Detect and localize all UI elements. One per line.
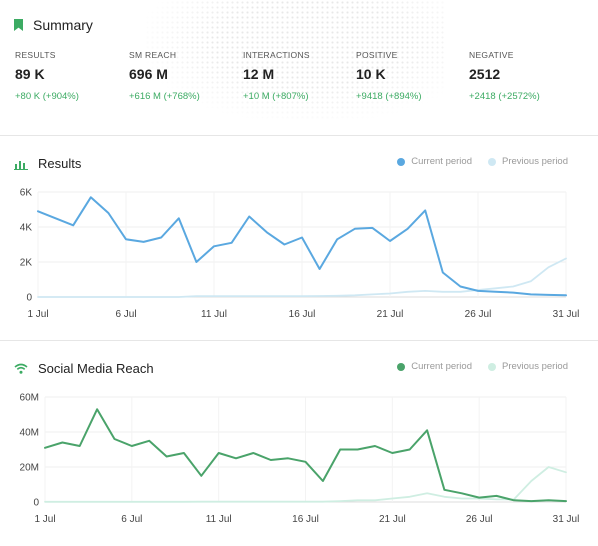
- y-tick-label: 6K: [20, 188, 33, 199]
- y-tick-label: 2K: [20, 258, 33, 269]
- metric-interactions: INTERACTIONS 12 M +10 M (+807%): [243, 50, 310, 102]
- legend-label: Current period: [411, 361, 472, 372]
- y-tick-label: 4K: [20, 223, 33, 234]
- metric-negative: NEGATIVE 2512 +2418 (+2572%): [469, 50, 540, 102]
- x-tick-label: 31 Jul: [553, 514, 580, 525]
- metric-positive: POSITIVE 10 K +9418 (+894%): [356, 50, 422, 102]
- metric-value: 89 K: [15, 66, 45, 82]
- x-tick-label: 6 Jul: [115, 309, 136, 320]
- x-tick-label: 26 Jul: [466, 514, 493, 525]
- legend-label: Current period: [411, 156, 472, 167]
- world-map-decoration: [145, 0, 445, 120]
- results-chart: 6K 4K 2K 0 1 Jul 6 Jul 11 Jul 16 Jul 21 Jul 26 Ju…: [20, 188, 580, 321]
- metric-value: 2512: [469, 66, 501, 82]
- x-tick-label: 21 Jul: [379, 514, 406, 525]
- metric-change: +9418 (+894%): [356, 91, 422, 102]
- x-tick-label: 26 Jul: [465, 309, 492, 320]
- results-card-title: Results: [14, 156, 81, 171]
- legend-dot: [397, 362, 406, 371]
- y-tick-label: 40M: [20, 428, 39, 439]
- legend-current[interactable]: Current period: [397, 156, 472, 167]
- metric-change: +10 M (+807%): [243, 91, 309, 102]
- x-tick-label: 31 Jul: [553, 309, 580, 320]
- series-current-line: [44, 408, 567, 503]
- divider: [0, 135, 598, 136]
- metric-label: POSITIVE: [356, 50, 398, 60]
- metric-change: +2418 (+2572%): [469, 91, 540, 102]
- y-tick-label: 20M: [20, 463, 39, 474]
- legend-dot: [397, 157, 406, 166]
- results-legend: Current period Previous period: [381, 156, 568, 167]
- y-tick-label: 0: [26, 293, 32, 304]
- metric-label: NEGATIVE: [469, 50, 514, 60]
- legend-label: Previous period: [501, 361, 568, 372]
- chart-title: Results: [38, 156, 82, 171]
- y-tick-label: 60M: [20, 393, 39, 404]
- summary-panel: Summary RESULTS 89 K +80 K (+904%) SM RE…: [0, 0, 598, 135]
- legend-label: Previous period: [501, 156, 568, 167]
- series-current-line: [37, 196, 567, 297]
- y-tick-label: 0: [33, 498, 39, 509]
- x-tick-label: 11 Jul: [206, 514, 232, 525]
- reach-card-title: Social Media Reach: [14, 361, 154, 376]
- metric-value: 10 K: [356, 66, 386, 82]
- legend-previous[interactable]: Previous period: [487, 361, 568, 372]
- divider: [0, 340, 598, 341]
- summary-header: Summary: [14, 17, 93, 33]
- legend-previous[interactable]: Previous period: [487, 156, 568, 167]
- chart-title: Social Media Reach: [38, 361, 154, 376]
- summary-title: Summary: [33, 17, 93, 33]
- x-tick-label: 16 Jul: [292, 514, 319, 525]
- legend-dot: [487, 157, 496, 166]
- metric-value: 696 M: [129, 66, 168, 82]
- metric-label: SM REACH: [129, 50, 177, 60]
- metric-label: RESULTS: [15, 50, 56, 60]
- x-tick-label: 1 Jul: [34, 514, 55, 525]
- metric-change: +616 M (+768%): [129, 91, 200, 102]
- bar-chart-icon: [14, 160, 28, 170]
- metric-sm-reach: SM REACH 696 M +616 M (+768%): [129, 50, 200, 102]
- reach-legend: Current period Previous period: [381, 361, 568, 372]
- reach-chart: 60M 40M 20M 0 1 Jul 6 Jul 11 Jul 16 Jul 21 Jul 26…: [20, 393, 580, 526]
- bookmark-icon: [14, 19, 23, 31]
- x-tick-label: 21 Jul: [377, 309, 404, 320]
- metric-results: RESULTS 89 K +80 K (+904%): [15, 50, 79, 102]
- x-tick-label: 6 Jul: [121, 514, 142, 525]
- metric-value: 12 M: [243, 66, 275, 82]
- legend-dot: [487, 362, 496, 371]
- x-tick-label: 11 Jul: [201, 309, 227, 320]
- metric-change: +80 K (+904%): [15, 91, 79, 102]
- wifi-icon: [14, 363, 28, 374]
- legend-current[interactable]: Current period: [397, 361, 472, 372]
- x-tick-label: 1 Jul: [27, 309, 48, 320]
- x-tick-label: 16 Jul: [289, 309, 316, 320]
- metric-label: INTERACTIONS: [243, 50, 310, 60]
